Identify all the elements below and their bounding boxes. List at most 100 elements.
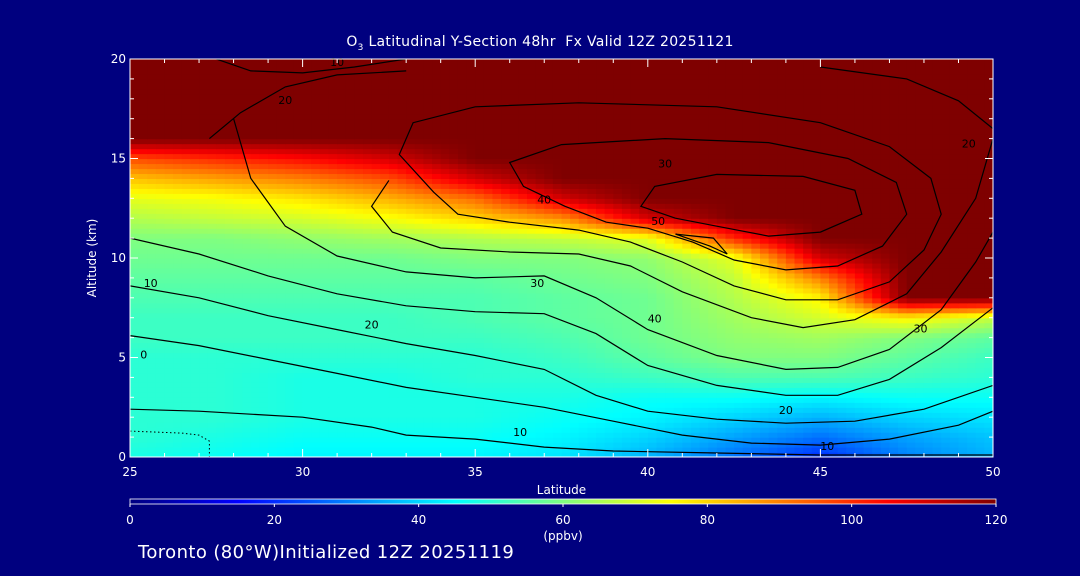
ozone-cell: [380, 357, 390, 364]
ozone-cell: [759, 437, 770, 443]
ozone-cell: [526, 258, 537, 264]
ozone-cell: [164, 262, 174, 269]
ozone-cell: [975, 267, 985, 274]
ozone-cell: [518, 307, 528, 314]
ozone-cell: [242, 327, 252, 334]
ozone-cell: [613, 238, 623, 244]
ozone-cell: [889, 292, 899, 299]
ozone-cell: [501, 233, 511, 239]
ozone-cell: [716, 372, 727, 378]
ozone-cell: [207, 272, 217, 279]
ozone-cell: [829, 302, 839, 309]
ozone-cell: [561, 412, 571, 418]
ozone-cell: [268, 382, 278, 388]
ozone-cell: [138, 248, 148, 254]
ozone-cell: [854, 213, 865, 219]
ozone-cell: [457, 412, 468, 418]
ozone-cell: [872, 347, 882, 354]
ozone-cell: [492, 452, 502, 457]
ozone-cell: [716, 292, 727, 299]
ozone-cell: [337, 367, 347, 374]
ozone-cell: [863, 307, 873, 314]
ozone-cell: [509, 287, 519, 294]
ozone-cell: [423, 332, 433, 339]
ozone-cell: [302, 412, 312, 418]
ozone-cell: [794, 347, 804, 354]
ozone-cell: [958, 312, 968, 319]
ozone-cell: [293, 387, 304, 393]
ozone-cell: [923, 312, 934, 319]
ozone-cell: [302, 223, 312, 229]
ozone-cell: [535, 282, 545, 289]
ozone-cell: [155, 357, 166, 364]
ozone-cell: [354, 417, 364, 423]
ozone-cell: [949, 312, 960, 319]
ozone-cell: [630, 362, 640, 369]
ozone-cell: [975, 402, 985, 408]
ozone-cell: [233, 272, 243, 279]
ozone-cell: [889, 277, 899, 284]
ozone-cell: [673, 447, 683, 453]
ozone-cell: [268, 307, 278, 314]
ozone-cell: [811, 302, 821, 309]
ozone-cell: [199, 262, 209, 269]
ozone-cell: [199, 218, 209, 224]
ozone-cell: [630, 228, 640, 234]
ozone-cell: [570, 412, 580, 418]
ozone-cell: [138, 442, 148, 448]
ozone-cell: [949, 397, 960, 403]
ozone-cell: [596, 258, 606, 264]
ozone-cell: [570, 332, 580, 339]
ozone-cell: [570, 243, 580, 249]
ozone-cell: [846, 243, 856, 249]
ozone-cell: [768, 238, 778, 244]
ozone-cell: [596, 243, 606, 249]
ozone-cell: [526, 422, 537, 428]
ozone-cell: [846, 337, 856, 344]
ozone-cell: [708, 372, 718, 378]
ozone-cell: [596, 322, 606, 329]
ozone-cell: [561, 327, 571, 334]
ozone-cell: [466, 262, 476, 269]
ozone-cell: [509, 392, 519, 398]
ozone-cell: [949, 262, 960, 269]
ozone-cell: [803, 258, 813, 264]
ozone-cell: [501, 402, 511, 408]
ozone-cell: [785, 277, 796, 284]
ozone-cell: [457, 282, 468, 289]
ozone-cell: [337, 267, 347, 274]
ozone-cell: [630, 402, 640, 408]
ozone-cell: [233, 223, 243, 229]
ozone-cell: [199, 208, 209, 214]
ozone-cell: [854, 223, 865, 229]
ozone-cell: [768, 307, 778, 314]
ozone-cell: [388, 233, 399, 239]
ozone-cell: [932, 392, 942, 398]
ozone-cell: [837, 347, 847, 354]
ozone-cell: [552, 233, 563, 239]
ozone-cell: [406, 233, 416, 239]
ozone-cell: [941, 357, 951, 364]
ozone-cell: [820, 362, 830, 369]
ozone-cell: [181, 422, 192, 428]
ozone-cell: [699, 258, 709, 264]
ozone-cell: [483, 437, 494, 443]
ozone-cell: [785, 352, 796, 359]
ozone-cell: [259, 307, 269, 314]
ozone-cell: [716, 243, 727, 249]
ozone-cell: [587, 233, 597, 239]
ozone-cell: [388, 432, 399, 438]
ozone-cell: [898, 317, 908, 324]
ozone-cell: [552, 372, 563, 378]
ozone-cell: [319, 332, 330, 339]
ozone-cell: [794, 427, 804, 433]
ozone-cell: [820, 272, 830, 279]
ozone-cell: [656, 267, 666, 274]
ozone-cell: [690, 387, 701, 393]
ozone-cell: [682, 367, 692, 374]
ozone-cell: [311, 347, 321, 354]
ozone-cell: [173, 372, 183, 378]
ozone-cell: [190, 228, 200, 234]
ozone-cell: [518, 267, 528, 274]
ozone-cell: [587, 282, 597, 289]
